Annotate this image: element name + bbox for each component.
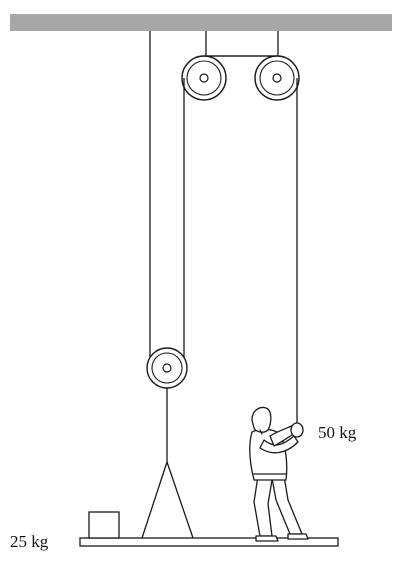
platform bbox=[79, 537, 339, 547]
person-mass-label: 50 kg bbox=[318, 423, 357, 442]
ceiling-beam bbox=[10, 14, 392, 31]
fixed-pulley-left bbox=[181, 55, 227, 101]
man-figure bbox=[249, 406, 309, 542]
moving-pulley bbox=[146, 347, 188, 389]
fixed-pulley-right bbox=[254, 55, 300, 101]
pulley-bracket bbox=[205, 31, 279, 57]
platform-hanger bbox=[141, 461, 194, 539]
box bbox=[88, 511, 120, 539]
box-mass-label: 25 kg bbox=[10, 532, 49, 551]
